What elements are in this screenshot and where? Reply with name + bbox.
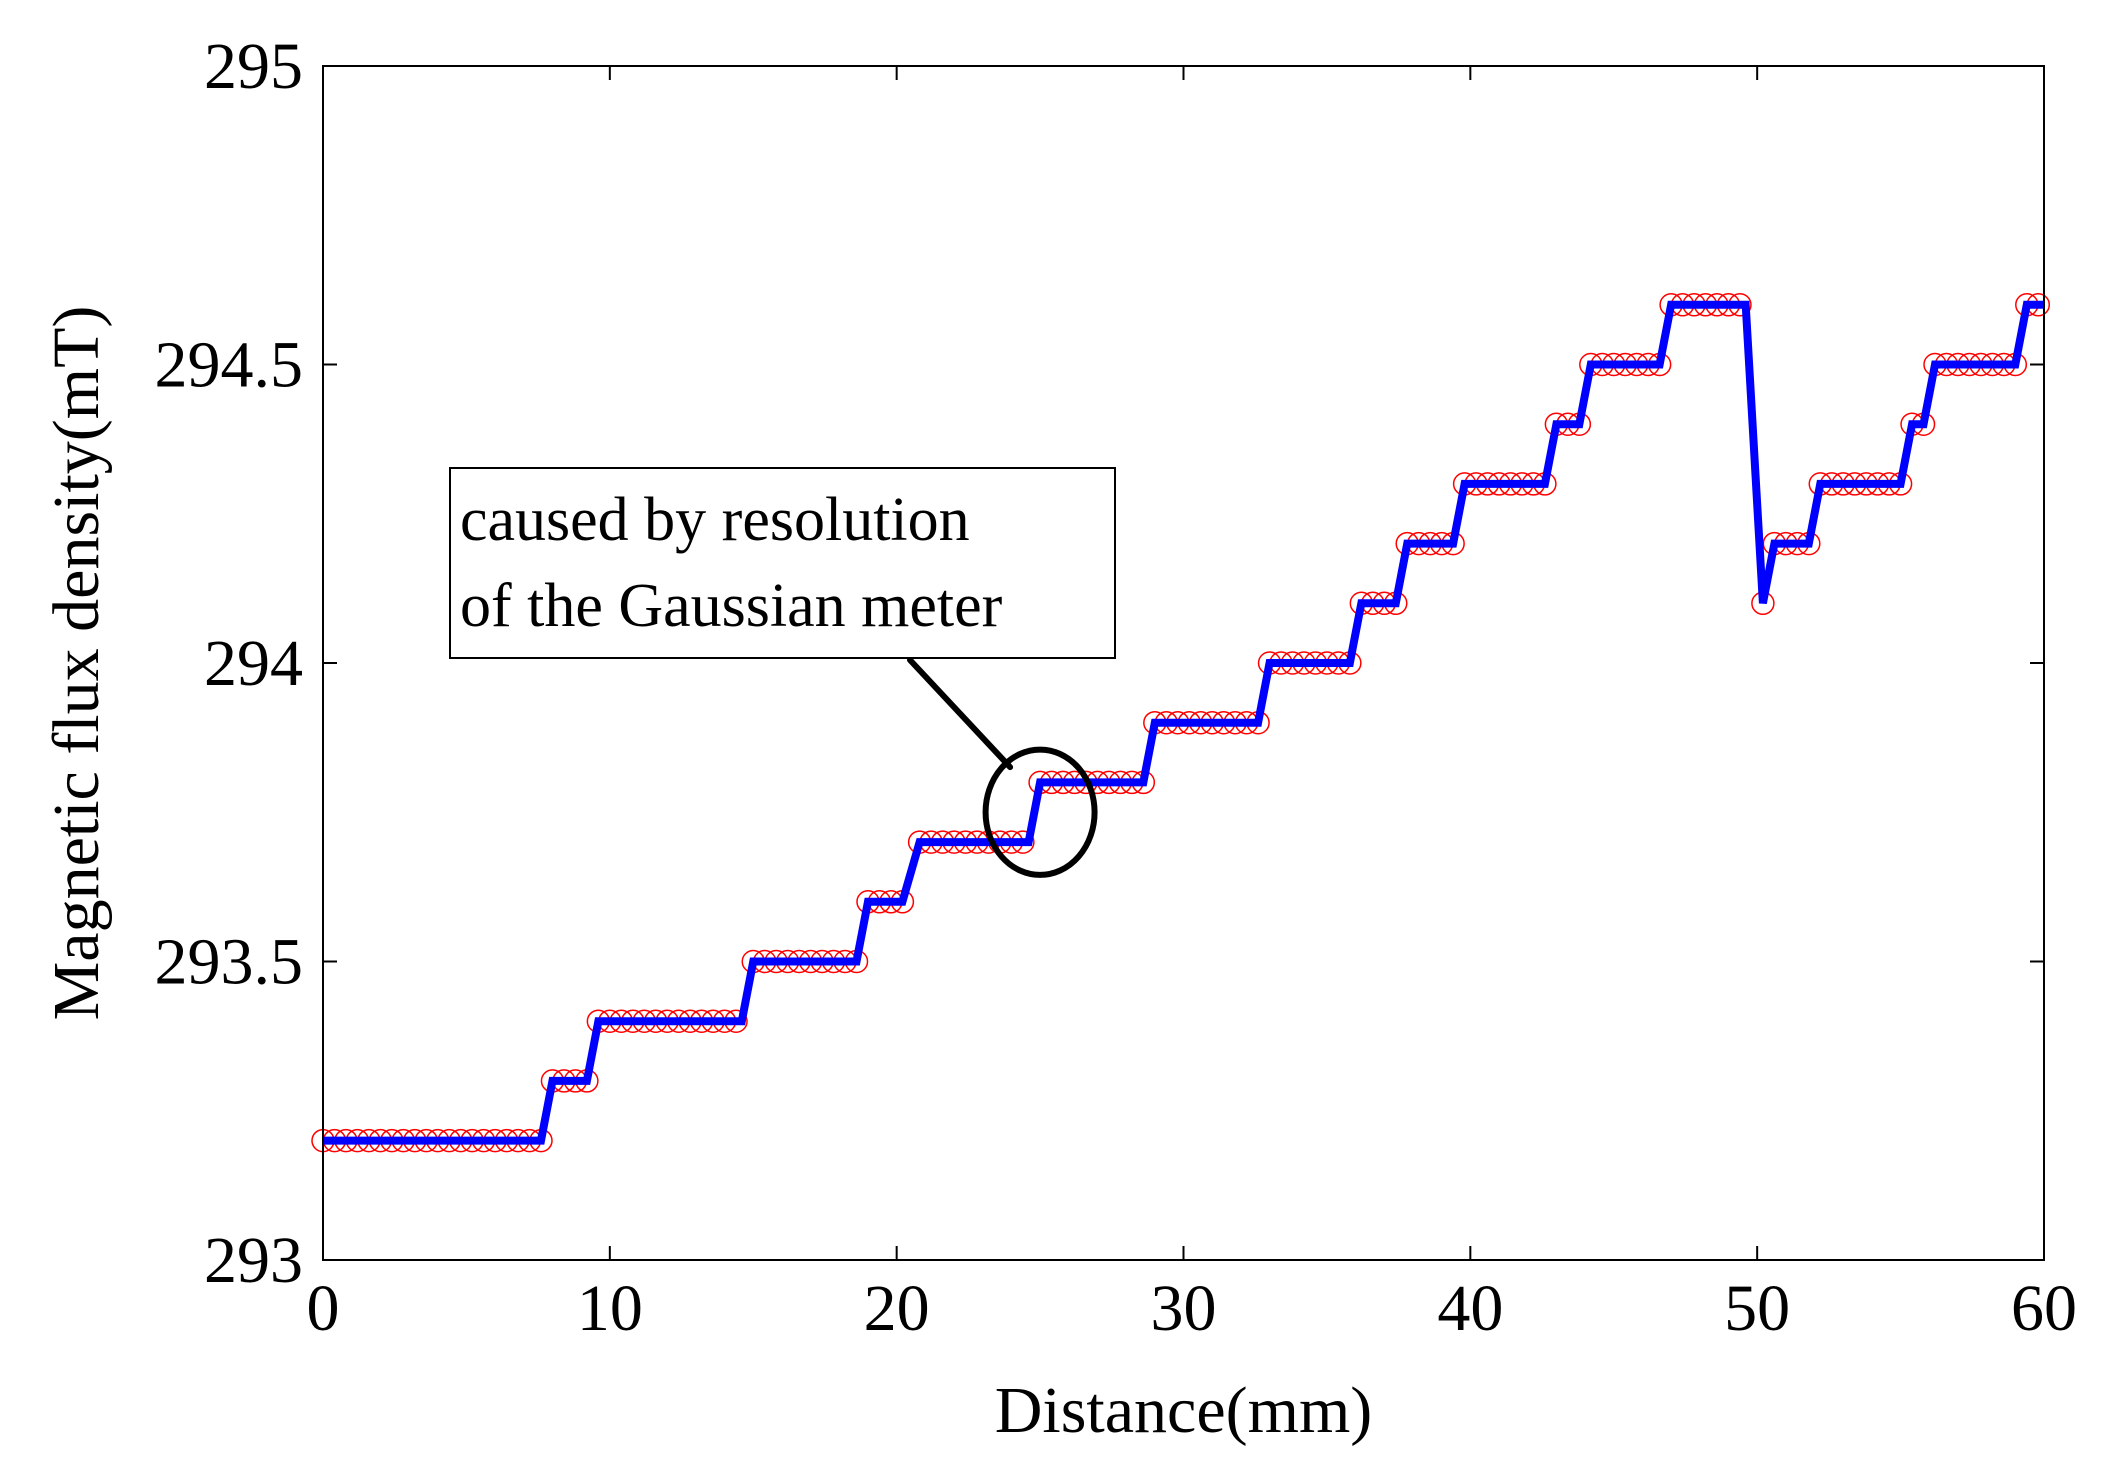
y-tick-labels: 293 293.5 294 294.5 295 xyxy=(155,30,304,1297)
annotation-text-line-2: of the Gaussian meter xyxy=(460,572,1003,640)
plot-frame xyxy=(322,65,2045,1261)
y-axis-title: Magnetic flux density(mT) xyxy=(40,306,113,1021)
x-axis-title: Distance(mm) xyxy=(995,1374,1373,1447)
x-tick-label: 40 xyxy=(1437,1272,1503,1345)
annotation-highlight-circle xyxy=(982,746,1098,878)
x-tick-label: 10 xyxy=(577,1272,643,1345)
x-tick-label: 20 xyxy=(864,1272,930,1345)
annotation-pointer-line xyxy=(907,657,1014,771)
x-tick-labels: 0 10 20 30 40 50 60 xyxy=(307,1272,2078,1345)
x-tick-label: 60 xyxy=(2011,1272,2077,1345)
y-tick-label: 295 xyxy=(204,30,303,103)
annotation-text-line-1: caused by resolution xyxy=(460,486,970,554)
plot-series xyxy=(311,293,2051,1153)
y-tick-label: 294.5 xyxy=(155,329,304,402)
y-tick-label: 294 xyxy=(204,627,303,700)
annotation-group: caused by resolution of the Gaussian met… xyxy=(449,467,1116,878)
annotation-box xyxy=(449,467,1116,659)
series-line xyxy=(323,300,2044,1145)
y-tick-label: 293 xyxy=(204,1224,303,1297)
x-tick-label: 30 xyxy=(1151,1272,1217,1345)
x-tick-label: 0 xyxy=(307,1272,340,1345)
x-tick-label: 50 xyxy=(1724,1272,1790,1345)
y-tick-label: 293.5 xyxy=(155,926,304,999)
